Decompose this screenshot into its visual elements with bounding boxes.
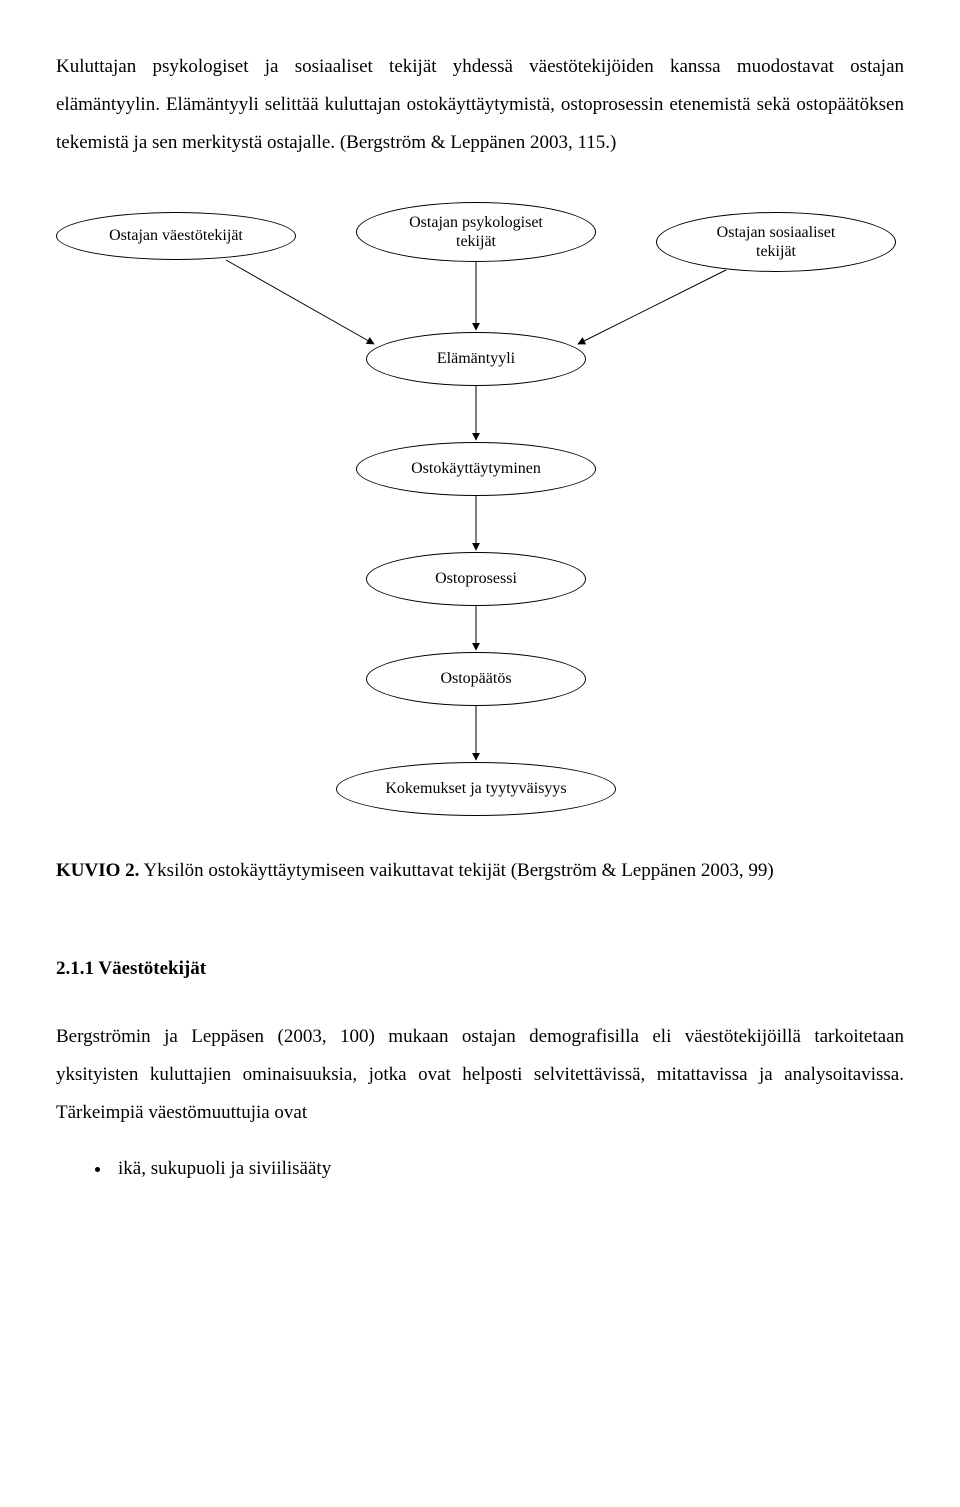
caption-lead: KUVIO 2. — [56, 860, 139, 881]
node-n4: Elämäntyyli — [366, 332, 586, 386]
figure-caption: KUVIO 2. Yksilön ostokäyttäytymiseen vai… — [56, 852, 904, 890]
node-n6: Ostoprosessi — [366, 552, 586, 606]
section-paragraph: Bergströmin ja Leppäsen (2003, 100) muka… — [56, 1018, 904, 1132]
bullet-list: ikä, sukupuoli ja siviilisääty — [56, 1150, 904, 1188]
section-heading: 2.1.1 Väestötekijät — [56, 950, 904, 988]
node-n3: Ostajan sosiaalisettekijät — [656, 212, 896, 272]
caption-text: Yksilön ostokäyttäytymiseen vaikuttavat … — [139, 860, 773, 881]
intro-paragraph: Kuluttajan psykologiset ja sosiaaliset t… — [56, 48, 904, 162]
bullet-item: ikä, sukupuoli ja siviilisääty — [112, 1150, 904, 1188]
node-n5: Ostokäyttäytyminen — [356, 442, 596, 496]
flow-diagram: Ostajan väestötekijät Ostajan psykologise… — [56, 202, 904, 832]
arrow-0 — [226, 260, 374, 344]
node-n1: Ostajan väestötekijät — [56, 212, 296, 260]
node-n2: Ostajan psykologisettekijät — [356, 202, 596, 262]
node-n7: Ostopäätös — [366, 652, 586, 706]
arrow-layer — [56, 202, 904, 832]
arrow-2 — [578, 270, 726, 344]
node-n8: Kokemukset ja tyytyväisyys — [336, 762, 616, 816]
